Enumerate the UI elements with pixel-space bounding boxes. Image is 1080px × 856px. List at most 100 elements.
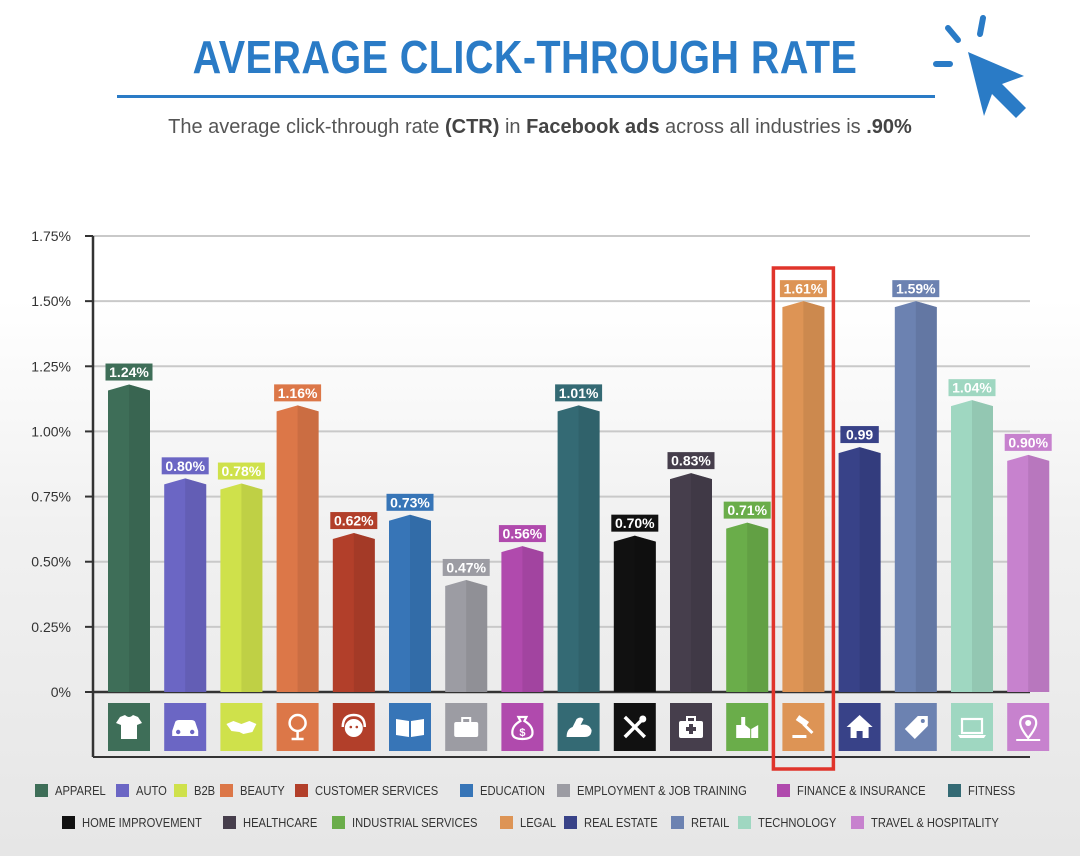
tools-icon [623,715,647,739]
value-label-box [274,384,322,402]
legend-swatch [223,815,237,829]
legend-swatch [220,783,234,797]
legend-label: LEGAL [519,814,556,830]
bar-technology: 1.04% [948,379,996,692]
value-label: 0.90% [1008,434,1048,450]
legend-item-finance-and-insurance: FINANCE & INSURANCE [776,782,935,798]
bar-customer-services: 0.62% [330,512,378,692]
legend-label: CUSTOMER SERVICES [314,782,438,798]
legend-label: TRAVEL & HOSPITALITY [871,814,999,830]
legend-swatch [851,815,865,829]
svg-text:$: $ [519,727,525,739]
bar-b2b: 0.78% [217,462,265,692]
legend-swatch [173,783,187,797]
value-label-box [161,457,209,475]
value-label: 0.80% [165,458,205,474]
icon-tile [894,703,937,751]
legend-label: APPAREL [55,782,106,798]
legend-label: HOME IMPROVEMENT [82,814,202,830]
value-label-box [723,501,771,519]
briefcase-icon [454,717,479,737]
legend-row: HOME IMPROVEMENT HEALTHCARE INDUSTRIAL SER… [62,811,1022,833]
legend-item-customer-services: CUSTOMER SERVICES [294,782,446,798]
value-label: 0.78% [222,463,262,479]
legend-swatch [459,783,473,797]
value-label: 0.71% [727,502,767,518]
car-icon [172,720,199,736]
subtitle-text-3: across all industries is [659,116,867,138]
laptop-icon [958,717,986,738]
value-label-box [498,525,546,543]
icon-tile [389,703,431,751]
legend-item-technology: TECHNOLOGY [738,815,837,830]
medical-kit-icon [679,716,703,738]
flexed-arm-icon [566,717,592,737]
value-label: 1.24% [109,364,149,380]
legend-swatch [948,783,962,797]
legend-item-real-estate: REAL ESTATE [563,814,658,830]
icon-tile [838,703,881,751]
value-label-box [667,452,715,470]
highlight-box [771,266,836,771]
y-tick-label: 0.25% [31,619,71,635]
value-label-box [330,512,378,530]
chart-subtitle: The average click-through rate (CTR) in … [80,116,1000,139]
legend-swatch [671,815,685,829]
y-tick-label: 1.25% [31,358,71,374]
legend-label: EDUCATION [479,782,545,798]
icon-tile [951,703,993,751]
legend-swatch [563,815,577,829]
legend-item-travel-and-hospitality: TRAVEL & HOSPITALITY [851,815,1008,830]
icon-tile: $ [501,703,544,751]
y-tick-label: 1.00% [31,423,71,439]
value-label: 0.83% [671,453,711,469]
icon-tile [1007,703,1050,751]
legend-label: FINANCE & INSURANCE [796,782,926,798]
page-title: AVERAGE CLICK-THROUGH RATE [192,31,858,83]
factory-icon [736,717,759,738]
headset-icon [341,713,367,737]
bar-healthcare: 0.83% [667,452,715,692]
subtitle-facebook-ads: Facebook ads [526,116,660,138]
bar-real-estate: 0.99 [838,426,881,692]
subtitle-ctr: (CTR) [444,116,500,138]
value-label: 1.16% [278,385,318,401]
value-label-box [1004,433,1052,451]
legend-item-industrial-services: INDUSTRIAL SERVICES [331,815,486,830]
bar-retail: 1.59% [892,280,940,692]
legend-label: BEAUTY [240,782,286,798]
legend-label: HEALTHCARE [243,814,318,830]
tshirt-icon [116,715,142,739]
bar-fitness: 1.01% [555,384,603,692]
icon-tile [220,703,263,751]
value-label: 0.62% [334,513,374,529]
handshake-icon [226,721,257,734]
y-tick-label: 0.50% [31,554,71,570]
icon-tile [557,703,600,751]
value-label: 0.56% [503,526,543,542]
subtitle-text-1: The average click-through rate [168,116,445,138]
bar-industrial-services: 0.71% [723,501,771,692]
bar-travel-and-hospitality: 0.90% [1004,433,1052,692]
legend-label: AUTO [136,782,167,798]
title-underline [117,95,935,98]
map-pin-icon [1016,714,1041,741]
icon-tile [276,703,319,751]
legend-label: REAL ESTATE [583,814,658,830]
legend-swatch [557,783,571,797]
value-label-box [611,514,659,532]
value-label-box [386,493,434,511]
value-label: 0.99 [846,427,873,443]
legend-item-beauty: BEAUTY [220,783,285,798]
value-label: 0.73% [390,494,430,510]
legend-item-retail: RETAIL [671,815,730,830]
value-label-box [105,363,153,381]
y-tick-label: 0% [51,684,71,700]
legend-label: RETAIL [691,814,730,830]
value-label-box [442,558,490,576]
bar-home-improvement: 0.70% [611,514,659,692]
bar-education: 0.73% [386,493,434,692]
cursor-click-icon [933,15,1026,118]
bar-auto: 0.80% [161,457,209,692]
